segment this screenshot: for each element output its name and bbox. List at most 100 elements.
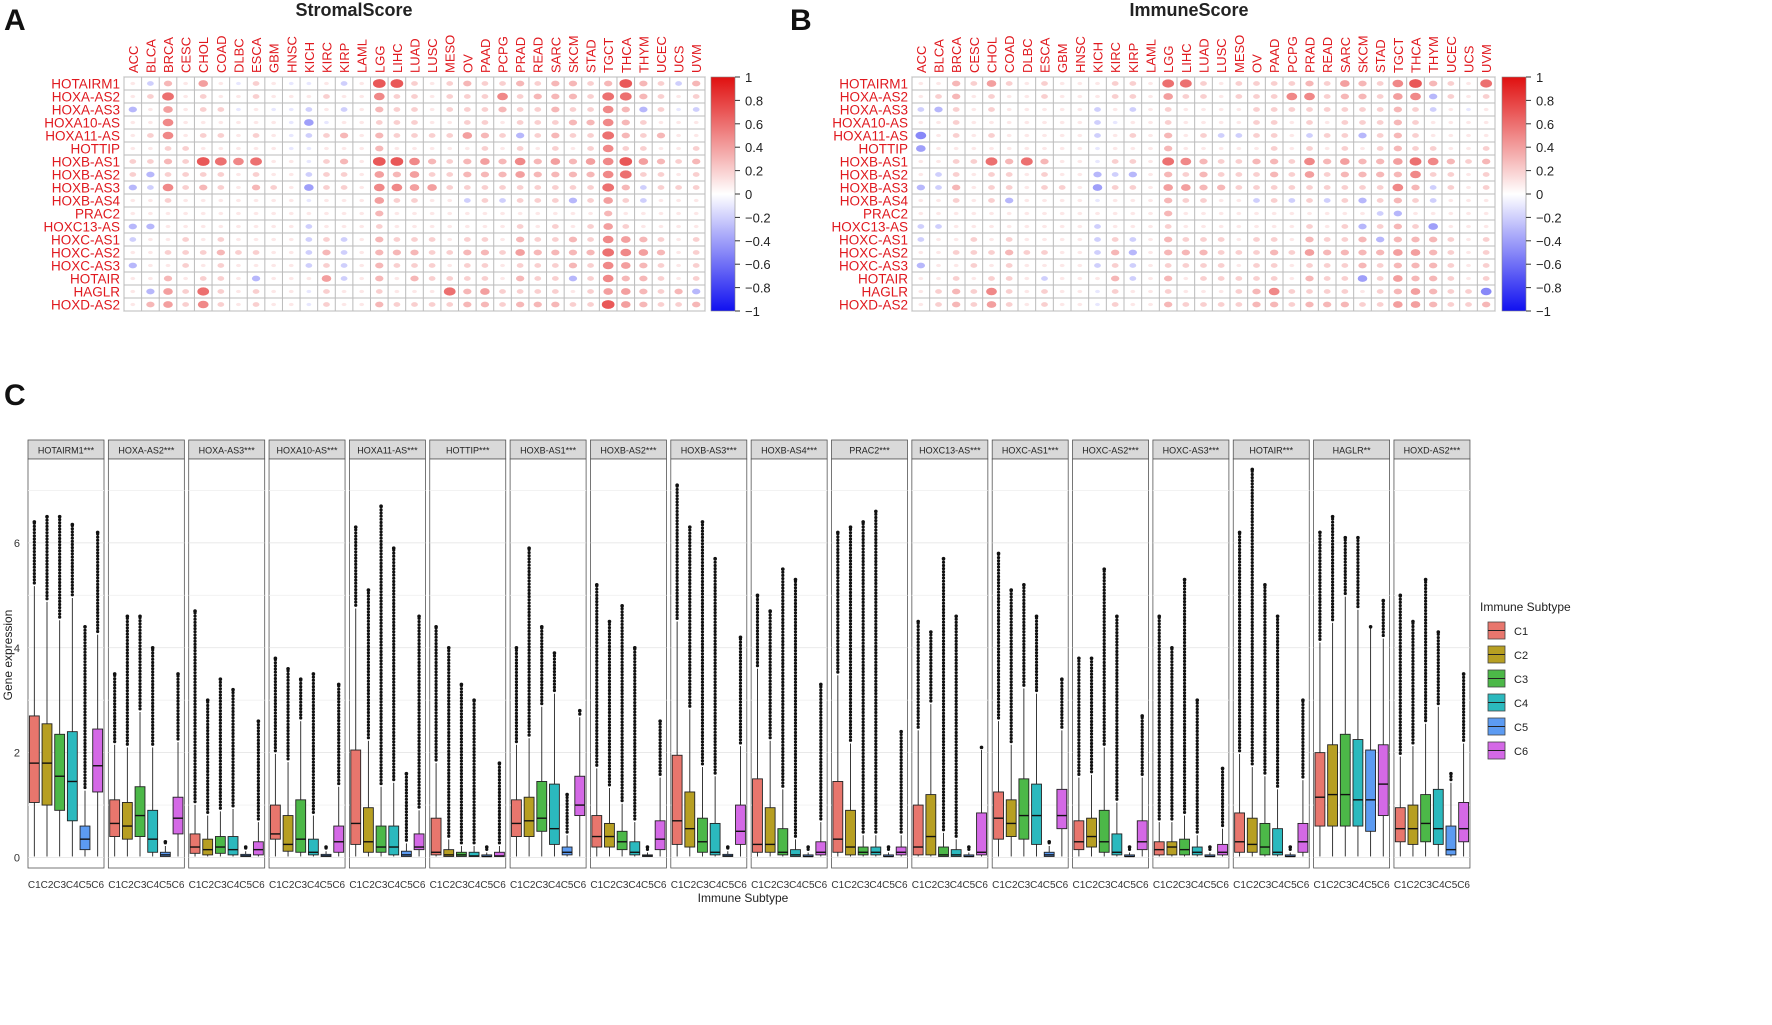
heatmap-cell-ellipse	[676, 146, 681, 151]
box-outlier-point	[675, 588, 679, 592]
heatmap-cell-ellipse	[1323, 172, 1331, 177]
heatmap-cell-ellipse	[1270, 120, 1278, 125]
facet-strip-label: HOXA10-AS***	[277, 446, 339, 456]
box-outlier-point	[607, 720, 612, 724]
box-outlier-point	[337, 753, 341, 757]
box-outlier-point	[781, 709, 785, 713]
box-outlier-point	[954, 724, 958, 728]
box-outlier-point	[113, 730, 117, 734]
box-outlier-point	[472, 838, 476, 842]
box-outlier-point	[996, 596, 1001, 601]
heatmap-cell-ellipse	[217, 263, 225, 268]
box-outlier-point	[138, 638, 142, 642]
box-outlier-point	[434, 752, 438, 756]
box-outlier-point	[781, 668, 785, 672]
box-outlier-point	[218, 702, 222, 707]
heatmap-cell-ellipse	[676, 107, 681, 112]
heatmap-cell-ellipse	[1271, 224, 1277, 229]
box-outlier-point	[527, 667, 531, 671]
facet-plot-area	[509, 458, 587, 869]
heatmap-cell-ellipse	[341, 302, 347, 307]
box-outlier-point	[954, 715, 958, 719]
heatmap-cell-ellipse	[1163, 132, 1173, 139]
box-outlier-point	[273, 733, 277, 737]
box-outlier-point	[595, 669, 599, 673]
facet-panel: HOXB-AS3***C1 C2 C3 C4 C5 C6	[670, 439, 747, 891]
box-iqr	[413, 833, 425, 851]
heatmap-cell-ellipse	[1236, 198, 1242, 203]
box-outlier-point	[218, 731, 222, 735]
heatmap-cell-ellipse	[217, 185, 225, 190]
box-outlier-point	[954, 812, 958, 816]
heatmap-cell-ellipse	[1077, 81, 1083, 86]
box-outlier-point	[527, 576, 531, 580]
box-outlier-point	[193, 730, 197, 735]
box-outlier-point	[1060, 684, 1064, 688]
box-outlier-point	[793, 589, 798, 593]
box-outlier-point	[861, 594, 865, 598]
heatmap-cell-ellipse	[499, 289, 506, 294]
box-outlier-point	[45, 581, 49, 585]
box-outlier-point	[404, 800, 408, 805]
box-outlier-point	[861, 739, 865, 743]
box-outlier-point	[125, 679, 129, 683]
heatmap-cell-ellipse	[499, 133, 506, 138]
box-outlier-point	[311, 719, 315, 723]
box-iqr	[591, 815, 603, 848]
box-outlier-point	[713, 683, 717, 687]
heatmap-cell-ellipse	[1429, 172, 1437, 177]
box-outlier-point	[354, 594, 358, 598]
heatmap-cell-ellipse	[693, 133, 699, 138]
facet-strip-label: HOXB-AS3***	[681, 446, 738, 456]
box-outlier-point	[83, 770, 87, 774]
box-outlier-point	[675, 575, 679, 580]
heatmap-cell-ellipse	[446, 94, 454, 99]
box-outlier-point	[176, 683, 180, 688]
heatmap-cell-ellipse	[1306, 224, 1313, 229]
box-outlier-point	[151, 698, 155, 702]
box-outlier-point	[83, 732, 87, 736]
box-outlier-point	[848, 666, 853, 670]
box-outlier-point	[836, 582, 840, 586]
box-outlier-point	[379, 640, 383, 644]
box-outlier-point	[929, 636, 933, 640]
heatmap-cell-ellipse	[1077, 302, 1083, 307]
box-outlier-point	[1009, 592, 1013, 596]
box-outlier-point	[755, 610, 760, 614]
box-outlier-point	[781, 630, 785, 634]
box-outlier-point	[392, 557, 396, 562]
box-outlier-point	[58, 546, 62, 550]
box-outlier-point	[941, 595, 946, 599]
box-outlier-point	[565, 811, 569, 815]
box-outlier-point	[70, 590, 74, 594]
box-outlier-point	[836, 569, 840, 574]
box-outlier-point	[916, 662, 920, 666]
box-outlier-point	[70, 577, 74, 581]
box-outlier-point	[954, 636, 958, 640]
heatmap-cell-ellipse	[130, 146, 136, 151]
heatmap-cell-ellipse	[1111, 302, 1119, 307]
heatmap-cell-ellipse	[500, 120, 505, 125]
facet-strip-label: HOTAIRM1***	[38, 446, 95, 456]
box-outlier-point	[607, 726, 612, 730]
box-outlier-point	[688, 679, 692, 683]
box-outlier-point	[151, 686, 155, 690]
box-outlier-point	[1009, 714, 1013, 719]
box-outlier-point	[58, 602, 62, 607]
heatmap-cell-ellipse	[306, 289, 312, 294]
box-outlier-point	[874, 739, 878, 743]
heatmap-cell-ellipse	[952, 250, 960, 255]
box-outlier-point	[874, 773, 878, 778]
box-outlier-point	[299, 688, 303, 692]
box-outlier-point	[565, 802, 569, 806]
box-iqr	[252, 841, 264, 856]
box-outlier-point	[459, 715, 464, 719]
heatmap-cell-ellipse	[1217, 302, 1225, 307]
heatmap-cell-ellipse	[619, 170, 632, 179]
box-outlier-point	[447, 705, 451, 709]
box-outlier-point	[392, 756, 396, 760]
box-outlier-point	[781, 570, 785, 574]
box-outlier-point	[941, 617, 946, 621]
box-outlier-point	[447, 730, 451, 735]
heatmap-cell-ellipse	[936, 211, 941, 216]
